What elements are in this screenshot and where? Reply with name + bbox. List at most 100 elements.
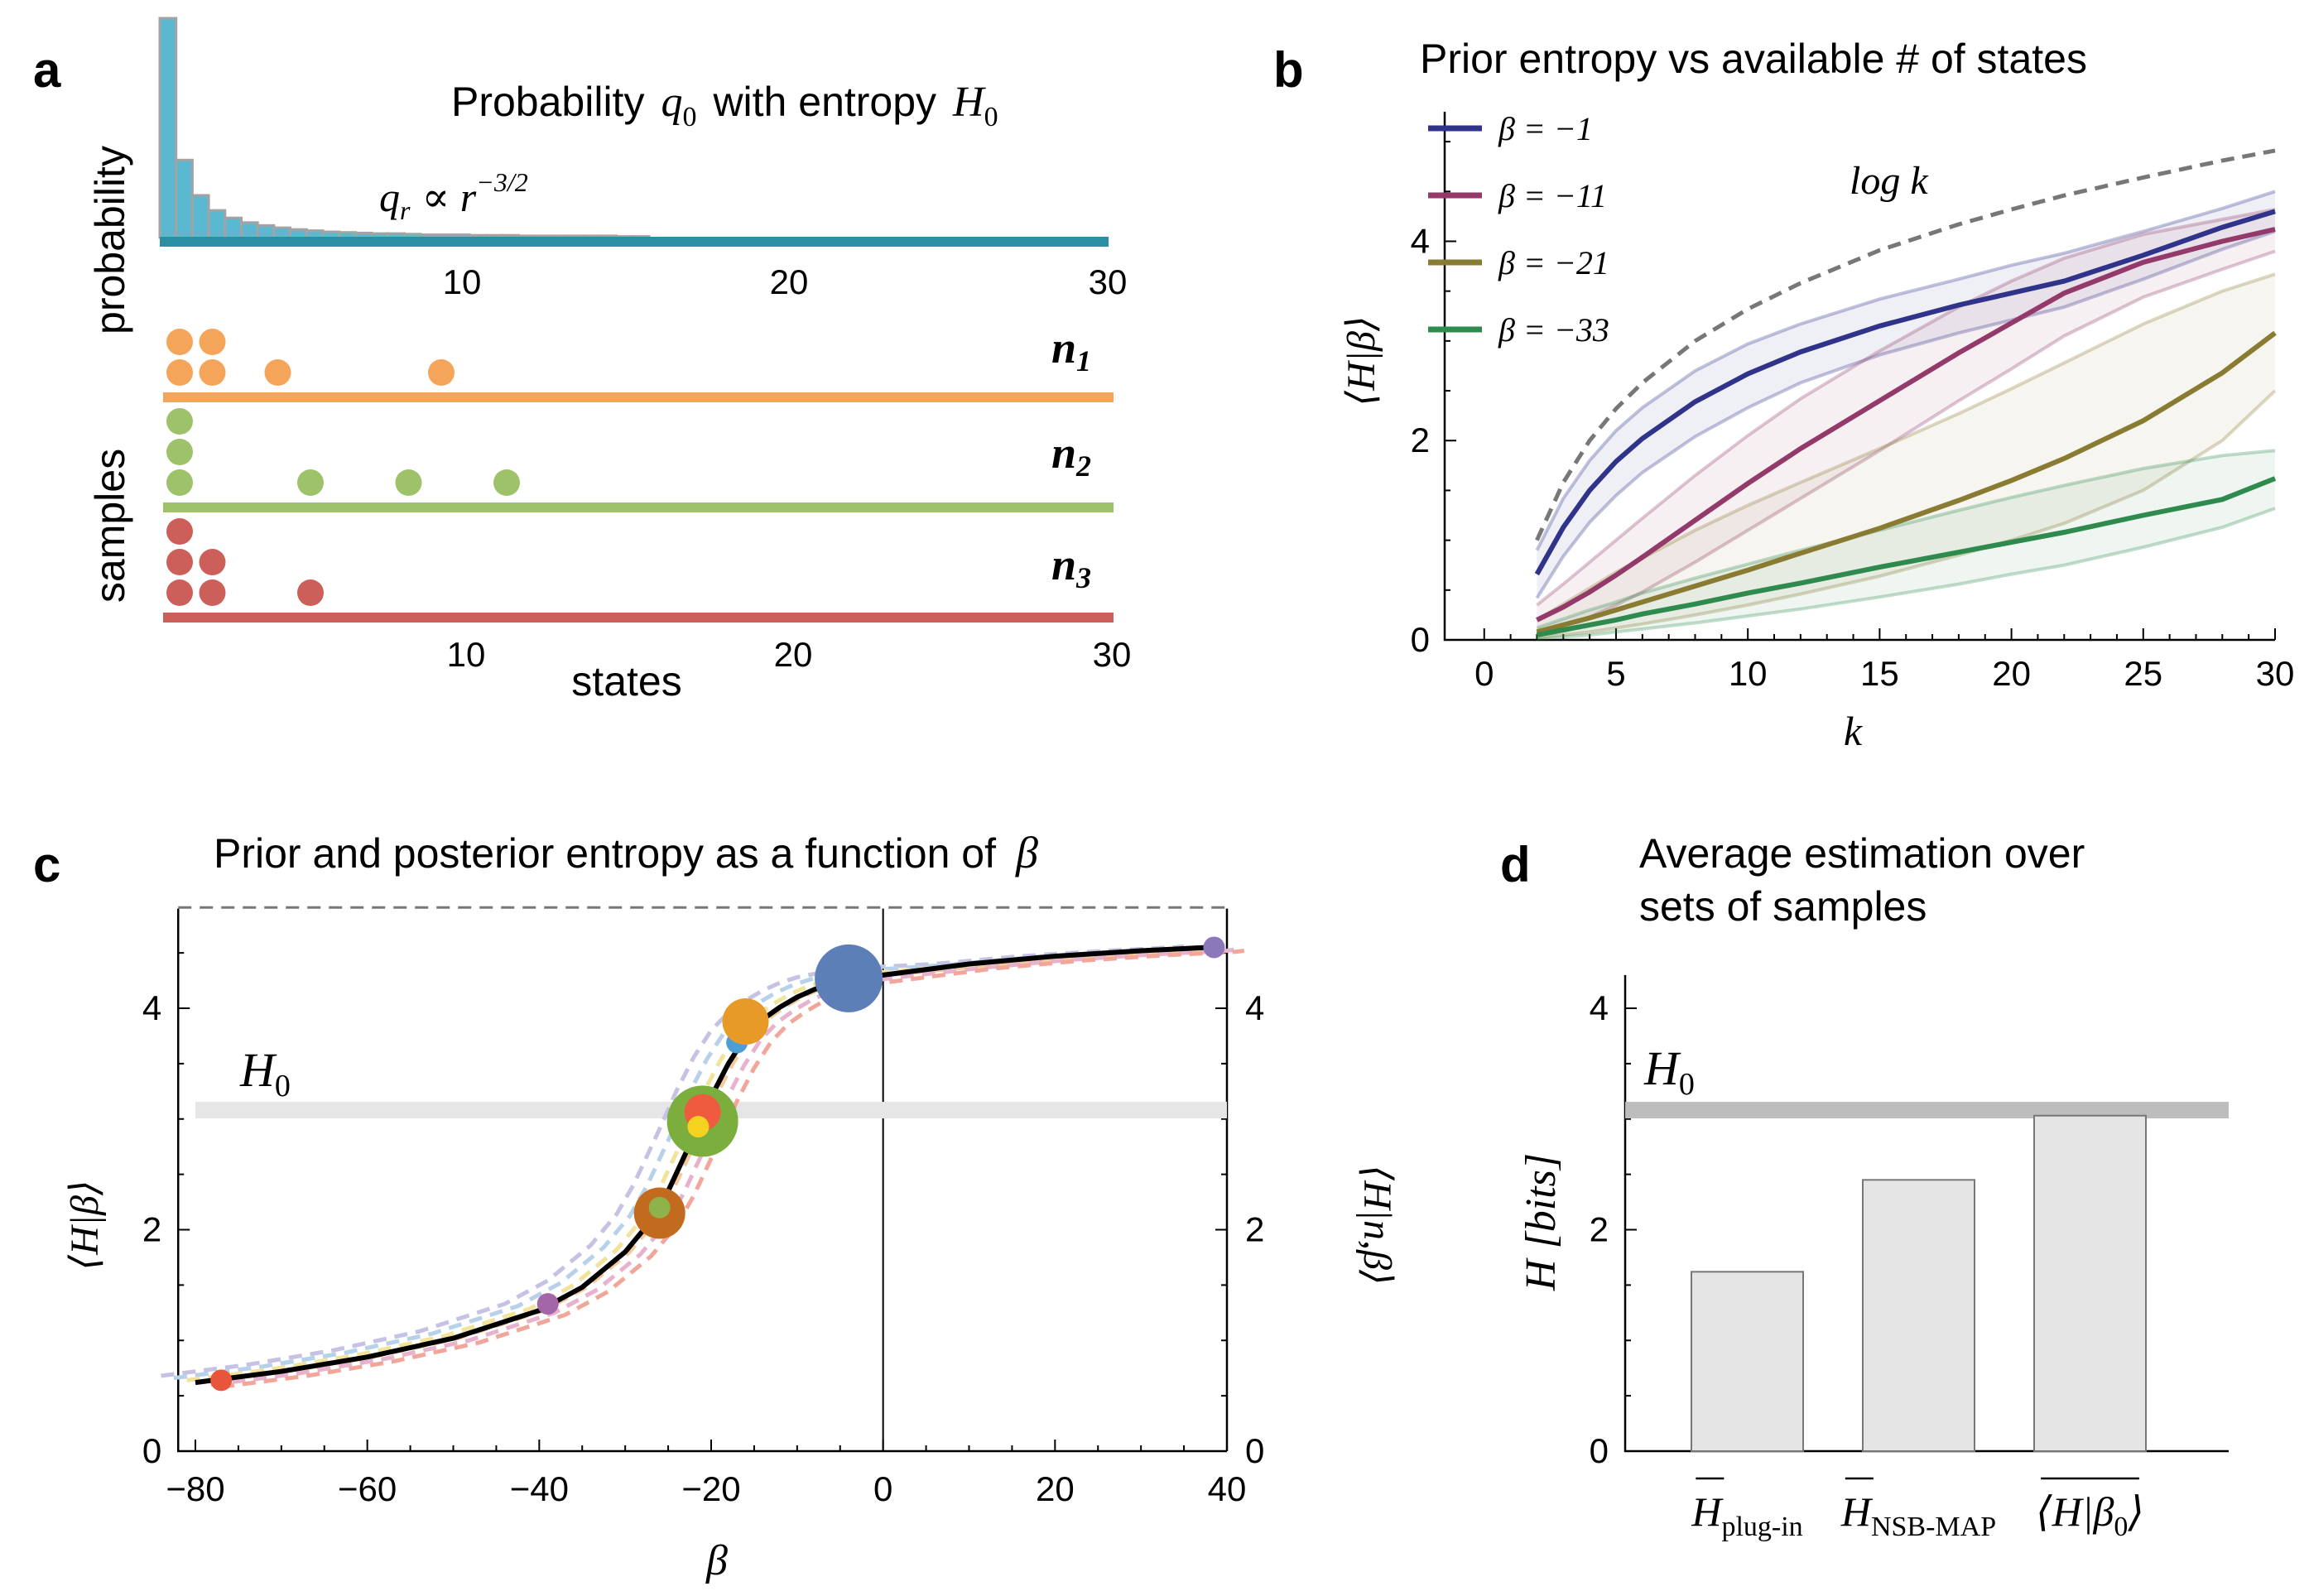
- a-top-tick-20: 20: [770, 262, 809, 301]
- histogram-bar-11: [321, 230, 341, 239]
- b-band-upper-3: [1536, 449, 2276, 630]
- a-bottom-tick-10: 10: [447, 635, 486, 674]
- sample-dot-n1-state-1: [166, 359, 193, 386]
- b-legend-label-2: β = −21: [1498, 244, 1609, 281]
- panel-d-title-line1: Average estimation over: [1639, 830, 2085, 877]
- c-ytick-left-2: 2: [142, 1210, 161, 1249]
- b-legend-label-3: β = −33: [1498, 311, 1609, 349]
- panel-b: b Prior entropy vs available # of states…: [1273, 36, 2294, 754]
- sample-dot-n1-state-2: [199, 329, 226, 355]
- c-axes: [176, 908, 1227, 1453]
- panel-a: a Probability q0 with entropy H0 probabilit…: [33, 17, 1132, 704]
- probability-baseline: [160, 237, 1109, 247]
- d-ytick-label-4: 4: [1590, 988, 1609, 1027]
- d-bar-2: [2033, 1114, 2147, 1453]
- b-line-β = −21: [1536, 330, 2277, 635]
- panel-a-xlabel: states: [571, 658, 681, 704]
- c-marker-6: [687, 1116, 710, 1138]
- b-ytick-label-2: 2: [1411, 421, 1430, 459]
- b-band-upper-2: [1536, 272, 2276, 622]
- b-band-2: [1537, 274, 2275, 638]
- sample-dot-n2-state-1: [166, 469, 193, 496]
- b-ytick-label-4: 4: [1411, 221, 1430, 260]
- sample-dot-n3-state-1: [166, 579, 193, 606]
- sample-label-n2: n2: [1051, 428, 1091, 483]
- d-ytick-label-0: 0: [1590, 1431, 1609, 1470]
- histogram-bar-3: [190, 194, 210, 239]
- b-band-lower-2: [1537, 389, 2277, 640]
- c-posterior-curve-3: [199, 946, 1224, 1385]
- histogram-bar-4: [207, 209, 227, 239]
- sample-dot-n2-state-11: [493, 469, 520, 496]
- sample-dot-n1-state-1: [166, 329, 193, 355]
- d-category-label-0: Hplug-in: [1691, 1488, 1802, 1542]
- panel-a-ylabel-probability: probability: [87, 146, 133, 334]
- sample-dot-n2-state-1: [166, 439, 193, 465]
- panel-d-ylabel: H [bits]: [1518, 1153, 1565, 1291]
- c-marker-1: [536, 1293, 559, 1315]
- sample-dot-n3-state-2: [199, 579, 226, 606]
- b-band-upper-0: [1535, 190, 2276, 551]
- b-xtick-label-25: 25: [2124, 654, 2162, 693]
- d-ytick-label-2: 2: [1590, 1210, 1609, 1249]
- sample-baseline-n3: [163, 613, 1114, 623]
- c-xtick-label-1: −60: [338, 1469, 397, 1508]
- b-logk-label: log k: [1850, 159, 1929, 203]
- b-band-3: [1537, 450, 2275, 639]
- histogram-bar-9: [289, 228, 308, 239]
- sample-dot-n1-state-9: [428, 359, 455, 386]
- panel-d-title-line2: sets of samples: [1639, 883, 1927, 930]
- b-xtick-label-10: 10: [1729, 654, 1768, 693]
- d-H0-band: [1625, 1102, 2229, 1119]
- b-legend-label-1: β = −11: [1498, 177, 1607, 214]
- sample-dot-n1-state-4: [264, 359, 291, 386]
- sample-rows: [166, 329, 520, 606]
- c-xtick-label-0: −80: [166, 1469, 224, 1508]
- sample-dot-n2-state-5: [297, 469, 324, 496]
- c-ytick-right-0: 0: [1245, 1431, 1264, 1470]
- c-xtick-label-5: 20: [1036, 1469, 1075, 1508]
- c-marker-9: [815, 944, 883, 1012]
- panel-d-H0-label: H0: [1643, 1041, 1695, 1102]
- histogram-bar-8: [272, 226, 292, 239]
- c-ytick-right-4: 4: [1245, 988, 1264, 1027]
- panel-c-label: c: [33, 837, 60, 892]
- panel-c-ylabel-right: ⟨H|n,β⟩: [1355, 1165, 1399, 1285]
- histogram-bar-2: [175, 158, 194, 239]
- c-ytick-left-4: 4: [142, 988, 161, 1027]
- panel-c-plot: −80 −60 −40 −20 0 20 400 02 24 4: [142, 906, 1264, 1508]
- sample-dot-n2-state-8: [395, 469, 422, 496]
- b-ytick-label-0: 0: [1411, 620, 1430, 659]
- histogram-bar-7: [256, 224, 276, 239]
- a-bottom-tick-20: 20: [774, 635, 813, 674]
- panel-b-title: Prior entropy vs available # of states: [1420, 36, 2087, 82]
- sample-baseline-n1: [163, 392, 1114, 402]
- c-marker-0: [210, 1369, 233, 1392]
- panel-b-xlabel: k: [1844, 708, 1863, 754]
- panel-a-label: a: [33, 42, 61, 98]
- sample-dot-n3-state-5: [297, 579, 324, 606]
- c-xtick-label-6: 40: [1208, 1469, 1247, 1508]
- b-band-1: [1537, 209, 2275, 633]
- sample-label-n1: n1: [1051, 323, 1091, 377]
- c-posterior-curve-4: [210, 947, 1234, 1387]
- b-band-upper-1: [1536, 208, 2276, 607]
- sample-dot-n3-state-1: [166, 518, 193, 545]
- a-bottom-tick-30: 30: [1093, 635, 1132, 674]
- b-band-lower-0: [1535, 229, 2276, 599]
- c-ytick-left-0: 0: [142, 1431, 161, 1470]
- b-xtick-label-20: 20: [1992, 654, 2031, 693]
- panel-c-title: Prior and posterior entropy as a functio…: [214, 828, 1038, 877]
- d-category-label-1: HNSB-MAP: [1840, 1488, 1996, 1542]
- a-top-tick-30: 30: [1089, 262, 1128, 301]
- b-line-β = −1: [1534, 209, 2276, 576]
- sample-dot-n3-state-2: [199, 549, 226, 575]
- histogram-bar-10: [305, 229, 325, 239]
- sample-dot-n1-state-2: [199, 359, 226, 386]
- panel-d: d Average estimation over sets of sample…: [1500, 830, 2229, 1542]
- panel-a-title: Probability q0 with entropy H0: [451, 79, 998, 132]
- b-line-β = −11: [1536, 227, 2276, 623]
- b-xtick-label-30: 30: [2256, 654, 2295, 693]
- d-bar-1: [1862, 1179, 1975, 1452]
